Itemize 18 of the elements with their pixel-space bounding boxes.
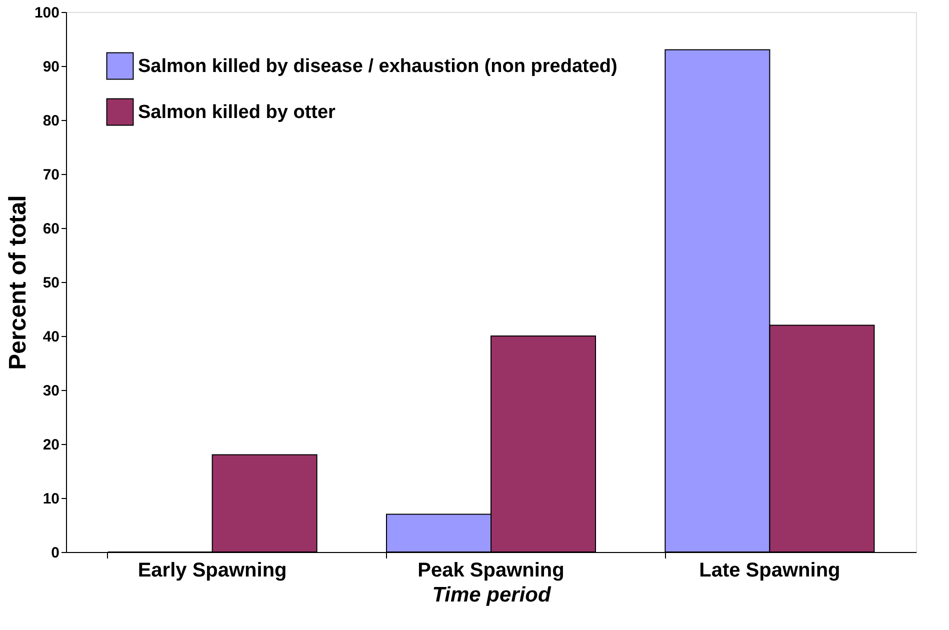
y-tick-label: 100 <box>34 4 60 22</box>
y-tick-label: 10 <box>42 490 60 508</box>
y-tick-label: 80 <box>42 112 60 130</box>
x-tick-label: Early Spawning <box>138 560 287 582</box>
y-tick-label: 90 <box>42 58 60 76</box>
y-tick-label: 40 <box>42 328 60 346</box>
y-tick-label: 30 <box>42 382 60 400</box>
y-tick-label: 0 <box>51 544 60 562</box>
y-tick-label: 20 <box>42 436 60 454</box>
legend-label: Salmon killed by otter <box>138 102 336 123</box>
y-tick-label: 70 <box>42 166 60 184</box>
x-axis-title: Time period <box>432 584 552 606</box>
y-tick-label: 50 <box>42 274 60 292</box>
legend-label: Salmon killed by disease / exhaustion (non predated) <box>138 56 618 77</box>
x-tick-label: Peak Spawning <box>418 560 564 582</box>
y-tick-label: 60 <box>42 220 60 238</box>
x-tick-label: Late Spawning <box>699 560 840 582</box>
y-axis-title: Percent of total <box>4 195 32 370</box>
